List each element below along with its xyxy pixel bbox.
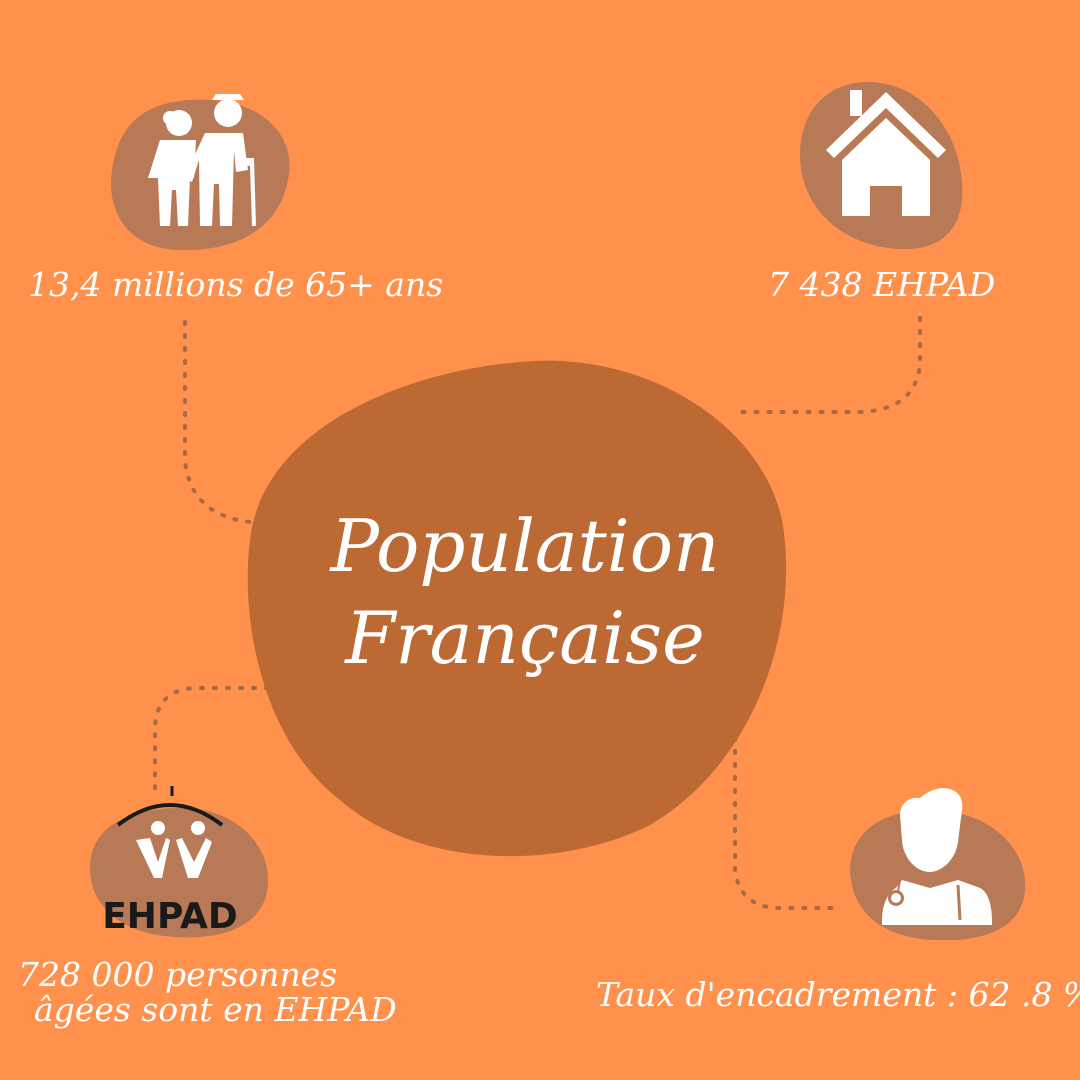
house-icon	[826, 90, 946, 216]
page-title: Population Française	[245, 500, 805, 684]
residents-stat-line-2: âgées sont en EHPAD	[34, 989, 397, 1029]
icon-blob-bottom-left	[90, 807, 268, 938]
elderly-couple-icon	[148, 94, 256, 226]
title-line-2: Française	[345, 596, 705, 680]
doctor-icon	[882, 788, 992, 925]
ehpad-count-stat: 7 438 EHPAD	[768, 265, 996, 304]
ehpad-logo-text: EHPAD	[102, 896, 238, 937]
connector-top-right	[733, 316, 922, 414]
ehpad-logo: EHPAD	[102, 786, 238, 937]
staffing-stat: Taux d'encadrement : 62 .8 %	[596, 975, 1080, 1014]
residents-stat-line-1: 728 000 personnes	[18, 955, 338, 994]
title-line-1: Population	[330, 504, 720, 588]
residents-stat: 728 000 personnes âgées sont en EHPAD	[18, 955, 397, 1029]
connector-top-left	[183, 320, 252, 524]
connector-bottom-left	[153, 686, 270, 792]
center-blob	[247, 360, 787, 857]
connectors	[153, 316, 922, 910]
connector-bottom-right	[733, 736, 837, 910]
seniors-stat: 13,4 millions de 65+ ans	[28, 265, 444, 304]
